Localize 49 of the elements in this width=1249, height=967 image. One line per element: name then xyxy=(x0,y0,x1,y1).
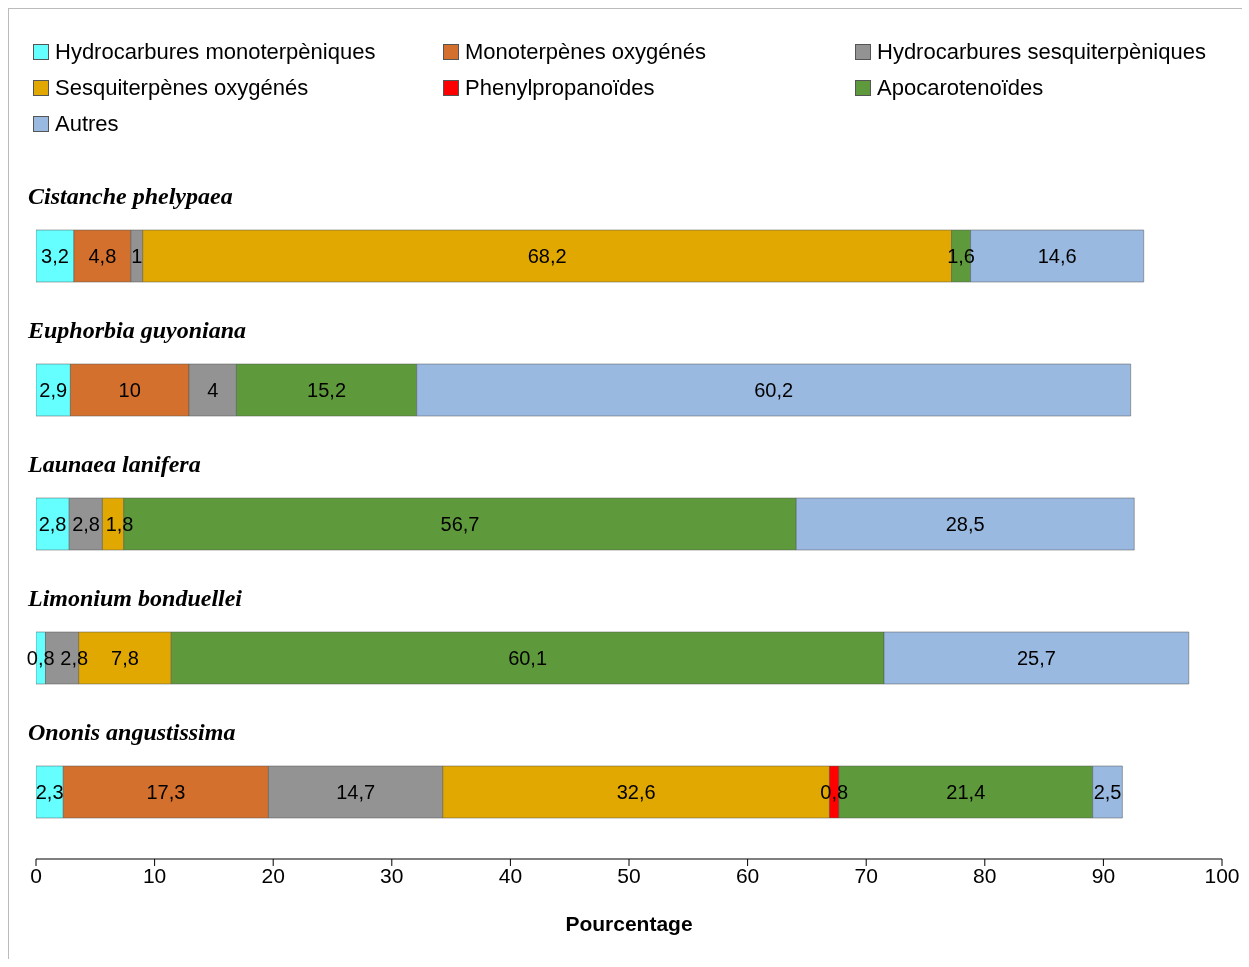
data-label: 10 xyxy=(118,379,141,401)
x-tick-label: 40 xyxy=(498,863,523,887)
legend-label: Hydrocarbures monoterpèniques xyxy=(55,39,376,65)
y-tick-label: Limonium bonduellei xyxy=(27,585,243,611)
data-label: 15,2 xyxy=(307,379,347,401)
y-tick-label: Ononis angustissima xyxy=(28,719,236,745)
x-tick-label: 0 xyxy=(30,863,42,887)
x-tick-label: 50 xyxy=(617,863,641,887)
data-label: 17,3 xyxy=(146,781,186,803)
legend-label: Phenylpropanoïdes xyxy=(465,75,655,101)
data-label: 60,1 xyxy=(508,647,548,669)
data-label: 28,5 xyxy=(945,513,985,535)
data-label: 0,8 xyxy=(26,647,55,669)
x-tick-label: 100 xyxy=(1204,863,1240,887)
data-label: 7,8 xyxy=(111,647,139,669)
data-label: 1 xyxy=(131,245,143,267)
legend-label: Autres xyxy=(55,111,119,137)
data-label: 4 xyxy=(207,379,219,401)
legend-label: Apocarotenoïdes xyxy=(877,75,1044,101)
legend-label: Hydrocarbures sesquiterpèniques xyxy=(877,39,1206,65)
x-tick-label: 60 xyxy=(735,863,760,887)
y-tick-label: Cistanche phelypaea xyxy=(28,183,233,209)
x-tick-label: 80 xyxy=(973,863,997,887)
data-label: 2,8 xyxy=(38,513,67,535)
x-tick-label: 70 xyxy=(854,863,878,887)
data-label: 2,9 xyxy=(39,379,68,401)
data-label: 0,8 xyxy=(820,781,849,803)
data-label: 56,7 xyxy=(440,513,480,535)
data-label: 14,6 xyxy=(1037,245,1077,267)
x-axis-title: Pourcentage xyxy=(565,912,693,935)
data-label: 25,7 xyxy=(1016,647,1056,669)
y-tick-label: Launaea lanifera xyxy=(27,451,201,477)
data-label: 68,2 xyxy=(527,245,567,267)
data-label: 4,8 xyxy=(88,245,117,267)
x-tick-label: 90 xyxy=(1091,863,1116,887)
legend-label: Monoterpènes oxygénés xyxy=(465,39,706,65)
data-label: 60,2 xyxy=(754,379,794,401)
data-label: 21,4 xyxy=(946,781,986,803)
x-tick-label: 20 xyxy=(261,863,285,887)
x-tick-label: 10 xyxy=(142,863,167,887)
data-label: 14,7 xyxy=(336,781,376,803)
data-label: 2,5 xyxy=(1093,781,1122,803)
data-label: 32,6 xyxy=(616,781,656,803)
legend-label: Sesquiterpènes oxygénés xyxy=(55,75,309,101)
y-tick-label: Euphorbia guyoniana xyxy=(27,317,247,343)
x-tick-label: 30 xyxy=(380,863,404,887)
data-label: 3,2 xyxy=(41,245,69,267)
data-label: 2,8 xyxy=(72,513,101,535)
data-label: 2,3 xyxy=(35,781,64,803)
